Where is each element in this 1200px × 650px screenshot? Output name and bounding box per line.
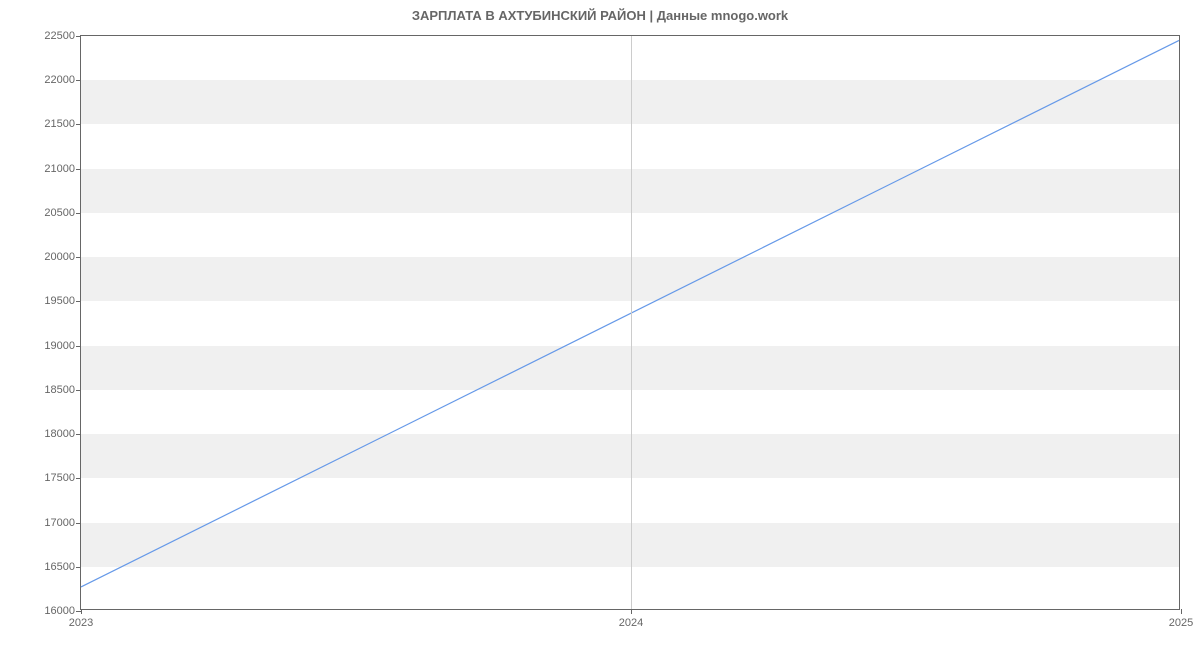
- y-tick-label: 16500: [44, 561, 75, 573]
- y-tick-mark: [76, 124, 81, 125]
- y-tick-label: 19000: [44, 340, 75, 352]
- y-tick-label: 22000: [44, 74, 75, 86]
- y-tick-mark: [76, 478, 81, 479]
- y-tick-label: 20500: [44, 207, 75, 219]
- y-tick-mark: [76, 567, 81, 568]
- y-tick-mark: [76, 390, 81, 391]
- y-tick-mark: [76, 36, 81, 37]
- y-tick-mark: [76, 213, 81, 214]
- y-tick-label: 19500: [44, 295, 75, 307]
- data-line: [81, 40, 1179, 587]
- y-tick-label: 20000: [44, 251, 75, 263]
- y-tick-label: 18000: [44, 428, 75, 440]
- x-tick-label: 2025: [1169, 617, 1193, 629]
- chart-container: ЗАРПЛАТА В АХТУБИНСКИЙ РАЙОН | Данные mn…: [0, 0, 1200, 650]
- y-tick-label: 17000: [44, 517, 75, 529]
- y-tick-label: 17500: [44, 472, 75, 484]
- y-tick-mark: [76, 434, 81, 435]
- chart-title: ЗАРПЛАТА В АХТУБИНСКИЙ РАЙОН | Данные mn…: [0, 8, 1200, 23]
- y-tick-mark: [76, 80, 81, 81]
- y-tick-mark: [76, 169, 81, 170]
- x-tick-label: 2023: [69, 617, 93, 629]
- y-tick-label: 22500: [44, 30, 75, 42]
- y-tick-mark: [76, 257, 81, 258]
- x-tick-mark: [81, 609, 82, 614]
- y-tick-label: 16000: [44, 605, 75, 617]
- y-tick-label: 18500: [44, 384, 75, 396]
- line-series: [81, 36, 1179, 609]
- x-tick-mark: [631, 609, 632, 614]
- x-gridline: [631, 36, 632, 609]
- x-tick-mark: [1181, 609, 1182, 614]
- y-tick-mark: [76, 301, 81, 302]
- x-tick-label: 2024: [619, 617, 643, 629]
- y-tick-label: 21000: [44, 163, 75, 175]
- y-tick-mark: [76, 523, 81, 524]
- y-tick-label: 21500: [44, 118, 75, 130]
- plot-area: 1600016500170001750018000185001900019500…: [80, 35, 1180, 610]
- y-tick-mark: [76, 346, 81, 347]
